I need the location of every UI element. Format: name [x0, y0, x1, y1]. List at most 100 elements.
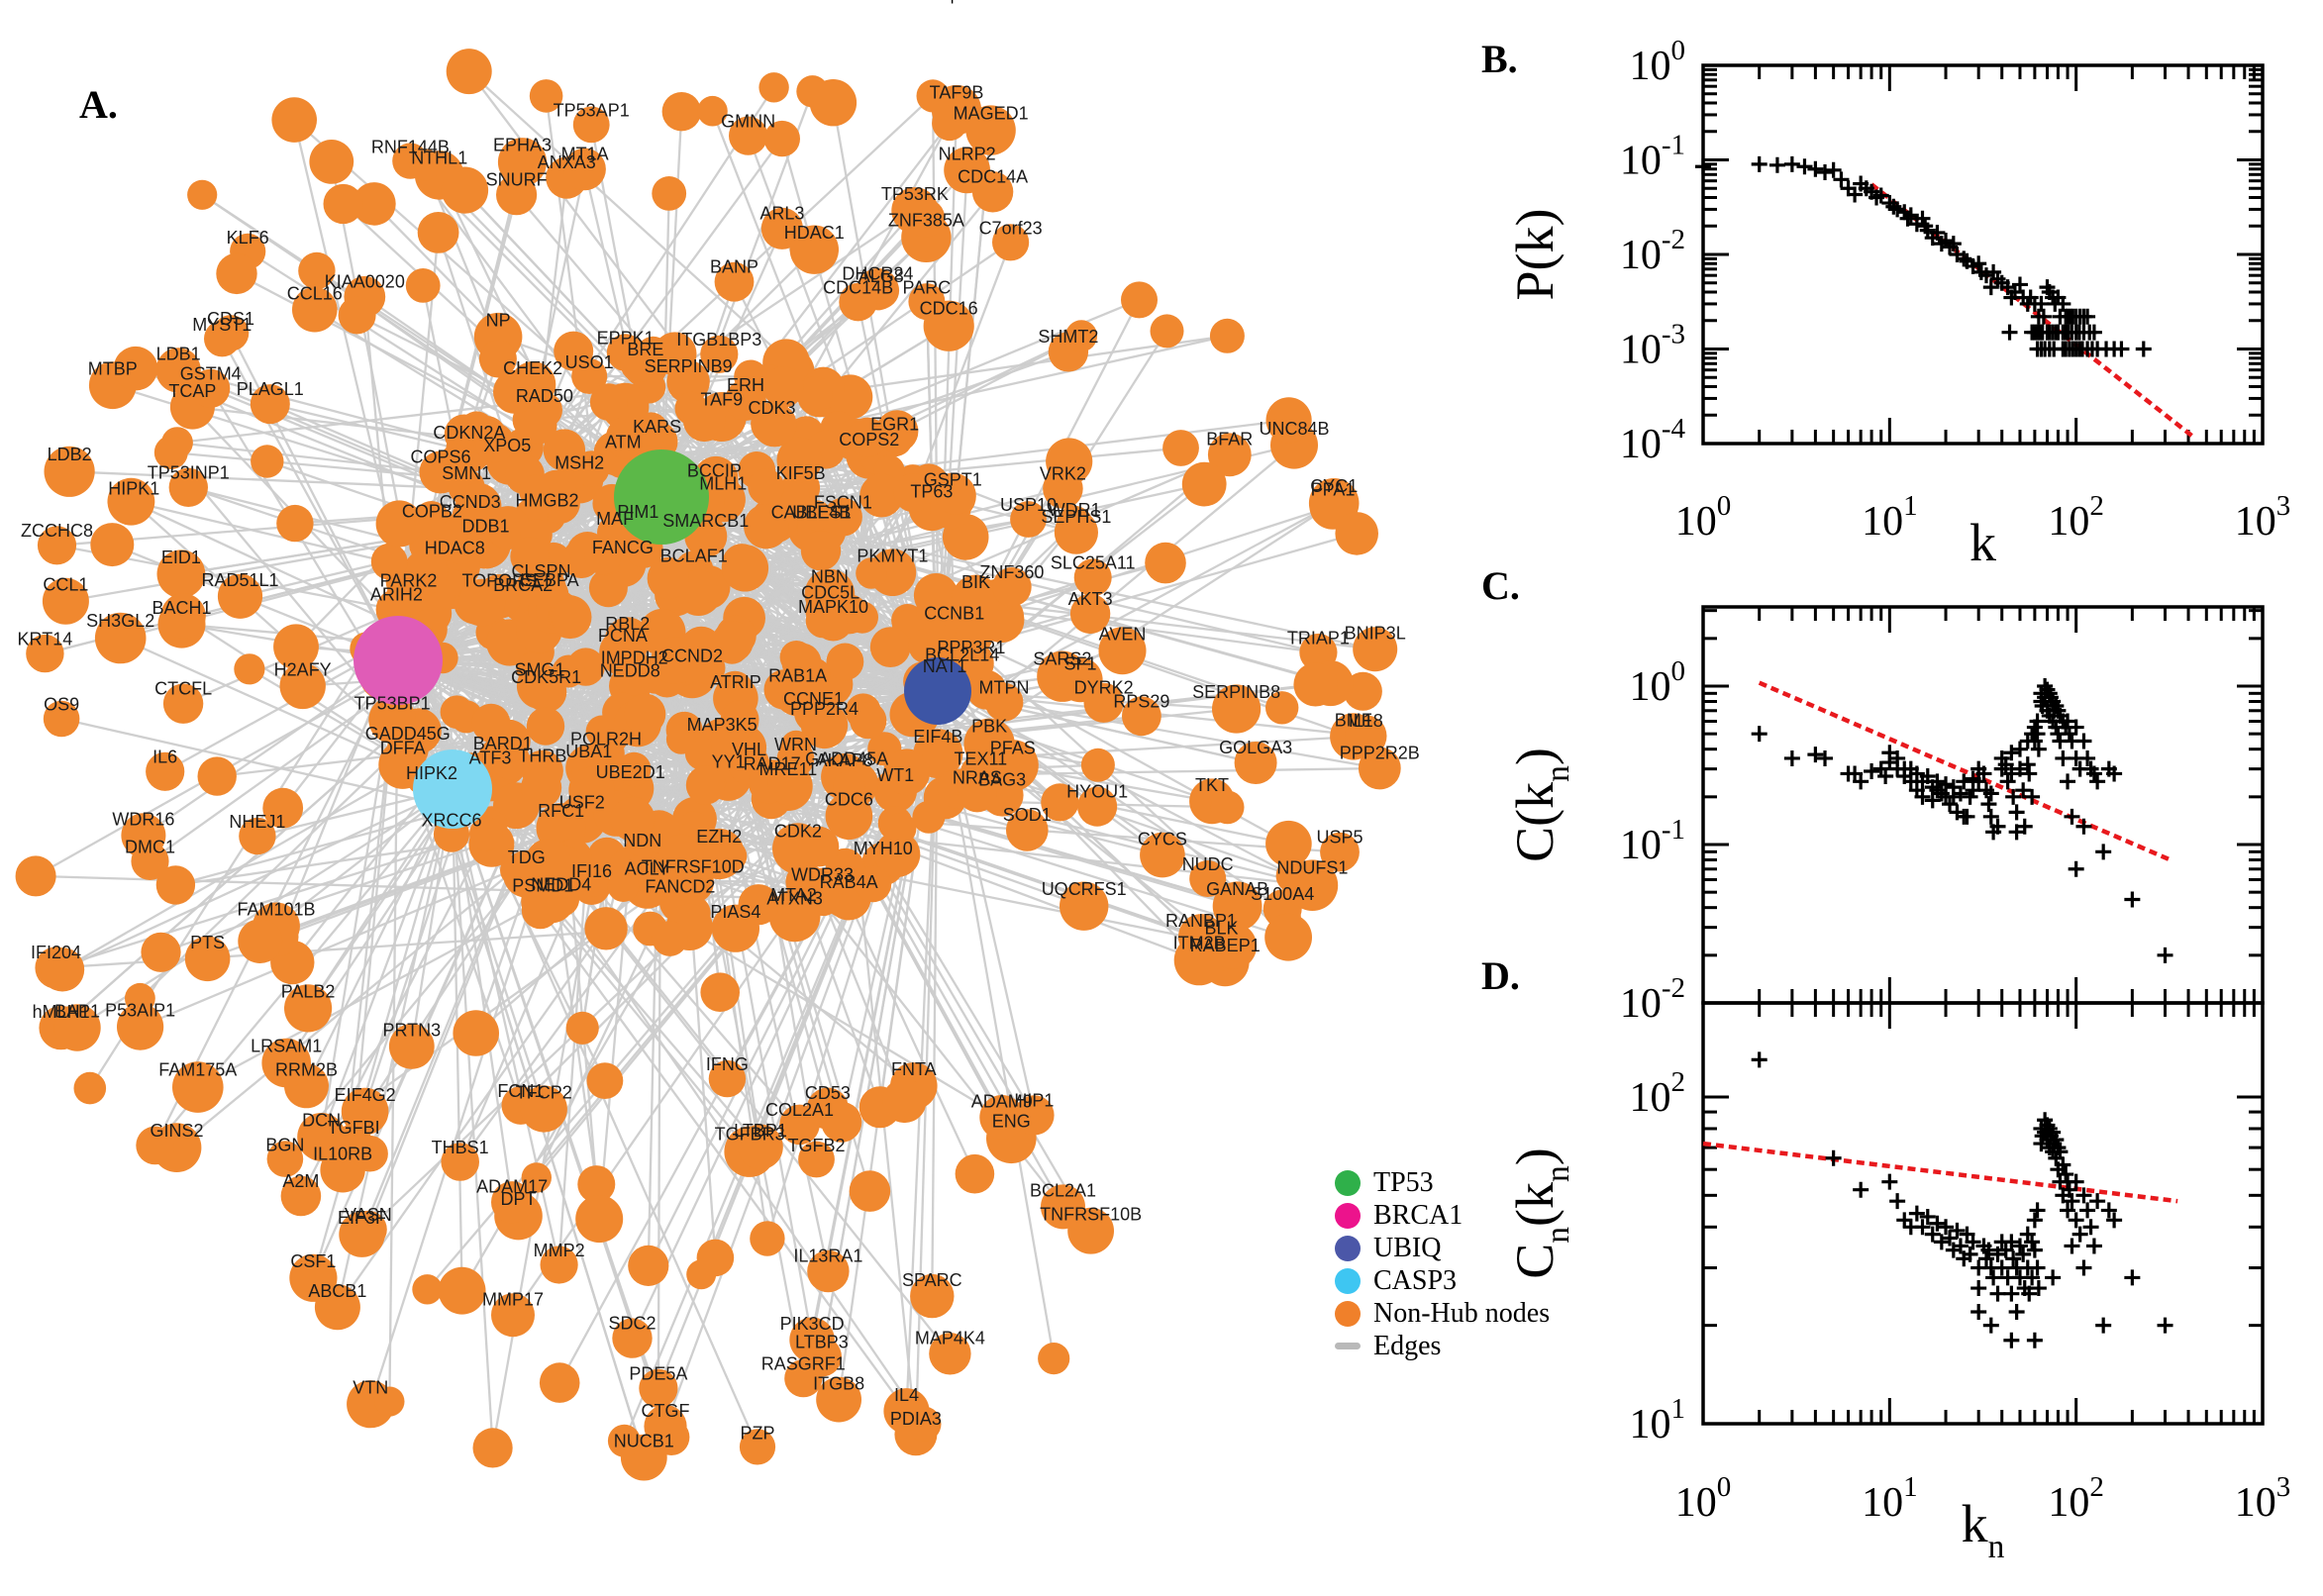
data-point — [2064, 1193, 2080, 1210]
network-node-label: FNTA — [891, 1059, 937, 1079]
network-node — [1041, 783, 1079, 822]
network-node — [744, 504, 789, 549]
network-node — [1181, 461, 1227, 507]
network-node — [800, 531, 842, 571]
network-node — [441, 166, 489, 214]
data-points — [1695, 155, 2152, 357]
network-node — [1212, 881, 1262, 932]
data-point — [1993, 1259, 2010, 1276]
network-node-label: NLRP2 — [939, 144, 996, 163]
network-node — [798, 826, 840, 867]
network-node — [734, 359, 767, 394]
data-point — [1956, 773, 1972, 790]
data-point — [2026, 1212, 2043, 1229]
data-point — [1853, 773, 1869, 790]
network-node — [136, 1126, 175, 1165]
network-node — [955, 1153, 995, 1194]
network-node-label: PZP — [740, 1423, 774, 1443]
network-node — [856, 557, 887, 589]
network-node — [634, 412, 668, 448]
network-node — [339, 1211, 385, 1257]
network-node — [588, 568, 628, 608]
network-node-label: SMARCB1 — [662, 511, 749, 531]
network-node-label: KIAA0020 — [325, 271, 405, 291]
data-point — [2021, 1285, 2038, 1302]
network-node-label: ERH — [727, 375, 764, 395]
network-node-label: AKT3 — [1068, 589, 1113, 609]
network-node-label: PALB2 — [281, 982, 336, 1002]
network-node — [405, 268, 441, 303]
data-point — [1965, 782, 1981, 799]
network-node — [1140, 832, 1185, 878]
hub-node-casp3 — [413, 749, 492, 829]
network-node — [610, 796, 656, 842]
network-node-label: MAP4K4 — [915, 1329, 985, 1348]
network-node-label: TDG — [508, 848, 546, 867]
data-point — [1977, 1250, 1994, 1267]
network-node — [276, 504, 314, 543]
network-node-label: FAM101B — [237, 900, 315, 920]
network-node-label: HIPK2 — [406, 763, 457, 783]
data-point — [2011, 1238, 2028, 1254]
network-node — [568, 766, 615, 813]
panel-c-plot: 100 10-1 10-2 C(kn) — [1505, 605, 2265, 1027]
network-node-label: PKMYT1 — [857, 547, 928, 566]
data-point — [1914, 1219, 1931, 1236]
data-point — [2055, 1156, 2071, 1173]
network-edge — [61, 787, 454, 971]
network-node — [155, 865, 196, 905]
data-points — [1751, 1051, 2173, 1348]
network-node-label: EGR1 — [870, 415, 919, 435]
data-point — [1975, 765, 1992, 782]
network-node-label: BFAR — [1206, 430, 1253, 449]
network-node-label: EPHA3 — [493, 136, 552, 155]
data-point — [2003, 765, 2020, 782]
network-node-label: BIK — [961, 572, 990, 592]
network-node — [1067, 1207, 1114, 1254]
network-node — [234, 653, 265, 685]
x-axis-label: k — [1970, 513, 1996, 572]
data-point — [2033, 295, 2050, 312]
network-node — [708, 1059, 747, 1098]
network-node — [510, 537, 550, 576]
y-tick-label: 10-4 — [1620, 413, 1686, 467]
network-node-label: GANAB — [1206, 879, 1268, 899]
network-node-label: EZH2 — [696, 827, 742, 847]
network-node-label: hMLH1 — [33, 1002, 90, 1022]
network-node-label: A2M — [282, 1171, 319, 1191]
legend-item-casp3: CASP3 — [1335, 1264, 1563, 1297]
panel-label-c: C. — [1481, 563, 1520, 608]
network-node-label: PSMD1 — [512, 876, 573, 896]
network-node-label: LTBP1 — [734, 1121, 787, 1141]
network-node-label: ANXA3 — [538, 152, 596, 172]
network-node — [992, 567, 1032, 607]
plot-frame — [1701, 1001, 2265, 1426]
network-node-label: HDAC1 — [784, 223, 845, 243]
network-node — [916, 79, 950, 113]
network-node — [839, 282, 877, 322]
network-node-label: NUDC — [1182, 854, 1234, 874]
network-node-label: S100A4 — [1251, 884, 1314, 904]
network-node-label: PDE5A — [629, 1364, 687, 1384]
network-node — [776, 478, 810, 512]
network-node — [908, 283, 946, 321]
x-tick-label: 102 — [2048, 490, 2104, 545]
network-node-label: IFNG — [706, 1054, 749, 1074]
network-node-label: C7orf23 — [979, 218, 1043, 238]
data-point — [2075, 733, 2092, 749]
data-point — [1970, 1303, 1987, 1320]
data-point — [2055, 295, 2071, 312]
network-node-label: BAP1 — [54, 1001, 100, 1021]
network-node — [341, 1087, 389, 1136]
network-node-label: IL6 — [152, 748, 177, 767]
hub-node-label-brca1: BRCA1 — [371, 0, 424, 4]
network-node — [280, 1175, 322, 1217]
network-edge — [490, 844, 759, 1447]
network-node — [809, 79, 858, 127]
data-point — [2089, 1193, 2106, 1210]
network-node-label: XRCC6 — [421, 810, 481, 830]
network-node-label: MLH1 — [699, 474, 747, 494]
network-node-label: EIF4G2 — [335, 1085, 396, 1105]
network-node — [457, 578, 506, 627]
